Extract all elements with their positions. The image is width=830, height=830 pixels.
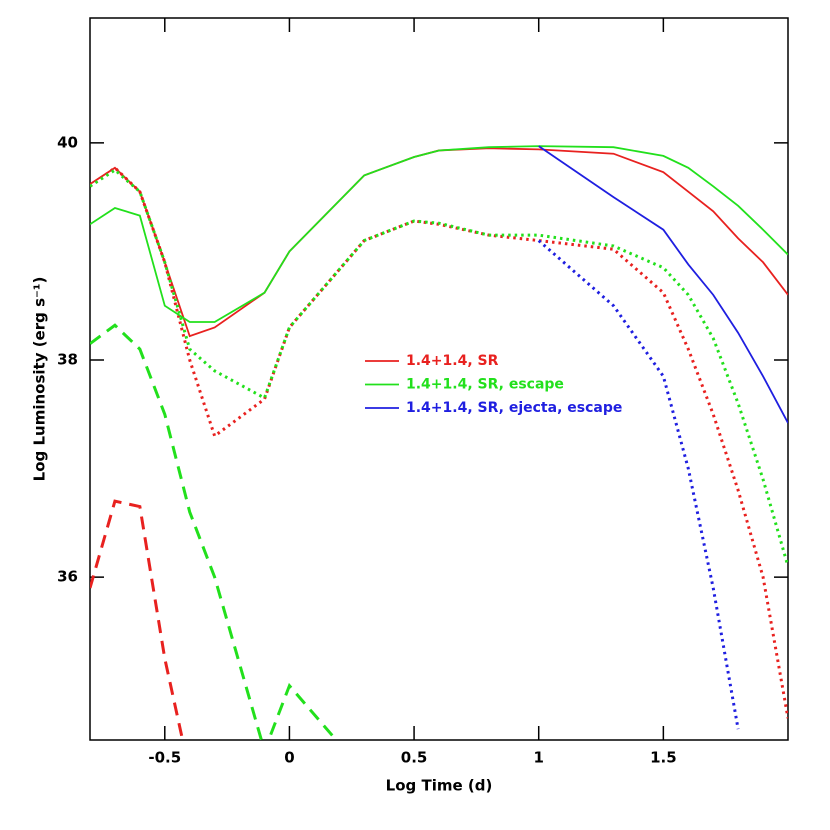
x-tick-label: -0.5 xyxy=(148,749,181,767)
dotted-line xyxy=(90,165,788,719)
legend-label: 1.4+1.4, SR xyxy=(406,353,499,369)
solid-line xyxy=(90,145,788,323)
x-tick-label: 1.5 xyxy=(650,749,677,767)
x-tick-label: 0.5 xyxy=(401,749,428,767)
dashed-line xyxy=(90,499,185,740)
y-axis-label: Log Luminosity (erg s⁻¹) xyxy=(31,277,49,482)
x-tick-label: 0 xyxy=(284,749,294,767)
solid-line xyxy=(538,145,788,424)
y-tick-label: 36 xyxy=(57,568,78,586)
solid-line xyxy=(90,147,788,338)
x-tick-label: 1 xyxy=(533,749,543,767)
dashed-line xyxy=(90,323,339,740)
plot-frame xyxy=(89,17,789,741)
legend-label: 1.4+1.4, SR, ejecta, escape xyxy=(406,400,622,416)
dotted-line xyxy=(90,168,788,567)
y-tick-label: 38 xyxy=(57,351,78,369)
dotted-line xyxy=(537,239,740,730)
legend-label: 1.4+1.4, SR, escape xyxy=(406,377,564,393)
x-axis-label: Log Time (d) xyxy=(386,777,493,795)
plot-area xyxy=(90,145,788,740)
y-tick-label: 40 xyxy=(57,133,78,151)
